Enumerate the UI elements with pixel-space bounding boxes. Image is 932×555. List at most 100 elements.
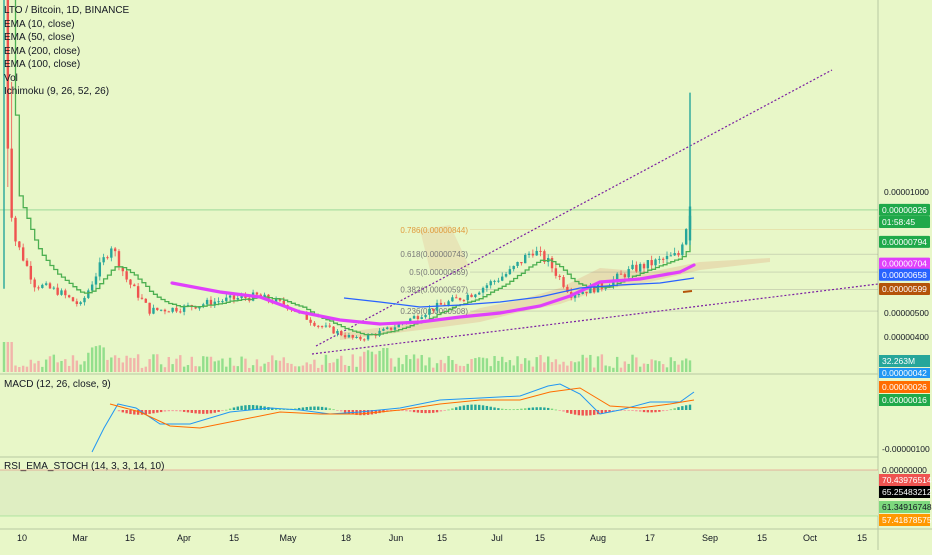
price-tick-label: 0.00000500 [884, 308, 929, 318]
candle-body [79, 302, 82, 305]
candle-body [152, 307, 155, 314]
macd-histogram-bar [366, 410, 370, 415]
candle-body [543, 251, 546, 263]
candle-body [56, 287, 59, 295]
macd-title[interactable]: MACD (12, 26, close, 9) [4, 379, 111, 390]
macd-histogram-bar [535, 407, 538, 410]
candle-body [642, 264, 646, 269]
macd-label-box [879, 368, 930, 378]
volume-bar [382, 347, 385, 372]
volume-bar [60, 360, 63, 372]
volume-bar [290, 363, 293, 372]
price-label-text: 01:58:45 [882, 217, 915, 227]
candle-body [205, 299, 209, 305]
legend-ichimoku[interactable]: Ichimoku (9, 26, 52, 26) [4, 86, 110, 97]
macd-histogram-bar [332, 409, 335, 411]
candle-body [129, 279, 132, 285]
candle-body [263, 294, 266, 298]
macd-histogram-bar [359, 410, 362, 416]
candle-body [416, 316, 420, 319]
volume-bar [424, 365, 427, 372]
candle-body [455, 297, 458, 299]
legend-ema200[interactable]: EMA (200, close) [4, 45, 81, 57]
price-label-box [879, 235, 930, 248]
macd-histogram-bar [305, 407, 308, 410]
volume-bar [110, 357, 113, 372]
time-tick-label: Aug [590, 533, 606, 543]
volume-bar [504, 362, 508, 372]
macd-histogram-bar [447, 409, 450, 411]
volume-bar [527, 360, 531, 372]
candle-body [14, 217, 17, 242]
legend-vol[interactable]: Vol [4, 72, 18, 84]
volume-bar [508, 360, 512, 372]
volume-bar [336, 358, 339, 372]
volume-bar [573, 362, 577, 372]
macd-histogram-bar [190, 410, 193, 413]
legend-ema50[interactable]: EMA (50, close) [4, 32, 75, 43]
candle-body [558, 275, 561, 278]
volume-bar [148, 359, 151, 372]
volume-bar [44, 359, 48, 372]
volume-bar [458, 365, 462, 372]
volume-bar [447, 355, 450, 372]
candle-body [324, 325, 328, 327]
macd-histogram-bar [520, 408, 523, 410]
volume-bar [428, 357, 431, 372]
macd-histogram-bar [221, 410, 224, 411]
volume-bar [294, 366, 297, 372]
candle-body [232, 295, 236, 300]
volume-bar [125, 355, 128, 372]
volume-bar [569, 361, 573, 372]
legend-ema10[interactable]: EMA (10, close) [4, 18, 75, 30]
candle-body [175, 307, 178, 312]
volume-bar [485, 358, 489, 372]
candle-body [485, 285, 489, 288]
volume-bar [654, 360, 657, 372]
macd-histogram-bar [213, 410, 216, 413]
volume-bar [592, 367, 596, 372]
volume-bar [14, 365, 17, 372]
macd-histogram-bar [512, 409, 515, 411]
volume-bar [435, 363, 439, 372]
volume-bar [217, 360, 220, 372]
candle-body [209, 299, 213, 306]
candle-body [217, 301, 220, 303]
macd-histogram-bar [451, 408, 454, 410]
candle-body [504, 274, 508, 277]
price-label-box [879, 283, 930, 296]
candle-body [255, 292, 259, 295]
volume-bar [33, 363, 36, 372]
legend-ema100[interactable]: EMA (100, close) [4, 59, 81, 70]
candle-body [343, 335, 347, 338]
candle-body [573, 294, 577, 298]
macd-histogram-bar [117, 410, 121, 412]
macd-histogram-bar [274, 408, 278, 410]
time-tick-label: 10 [17, 533, 27, 543]
macd-histogram-bar [194, 410, 197, 414]
candle-body [665, 255, 669, 260]
volume-bar [401, 364, 404, 372]
candle-body [64, 290, 67, 296]
candle-body [140, 297, 144, 299]
volume-bar [455, 363, 458, 372]
volume-bar [271, 355, 274, 372]
volume-bar [236, 366, 239, 372]
symbol-title[interactable]: LTO / Bitcoin, 1D, BINANCE [4, 5, 130, 16]
macd-histogram-bar [202, 410, 205, 414]
candle-body [409, 318, 412, 323]
candle-body [336, 330, 339, 334]
candle-body [179, 311, 182, 313]
volume-bar [251, 365, 255, 372]
candle-body [67, 295, 71, 298]
macd-histogram-bar [236, 406, 239, 410]
volume-bar [631, 354, 634, 372]
macd-histogram-bar [485, 405, 489, 410]
volume-bar [604, 365, 607, 372]
volume-bar [83, 361, 86, 372]
macd-histogram-bar [171, 410, 174, 412]
volume-bar [684, 358, 688, 372]
rsi-title[interactable]: RSI_EMA_STOCH (14, 3, 3, 14, 10) [4, 461, 165, 472]
macd-pane: -0.00000100 0.00000026 0.00000016 [91, 381, 930, 454]
fib-level-label: 0.5(0.00000669) [409, 268, 468, 277]
